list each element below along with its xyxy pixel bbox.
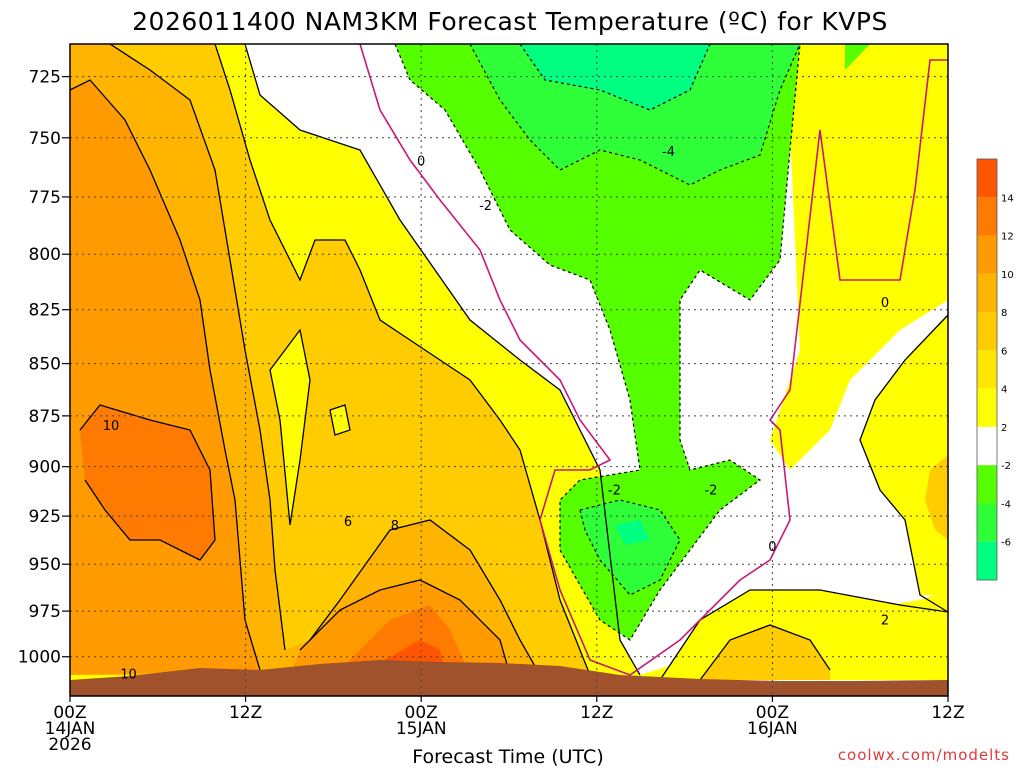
colorbar-label: -2 <box>1001 461 1011 472</box>
colorbar-swatch <box>977 197 997 236</box>
contour-line-10 <box>79 404 216 561</box>
colorbar-swatch <box>977 541 997 580</box>
field-yellow-inner-2 <box>330 405 350 435</box>
y-tick-label: 1000 <box>18 648 61 668</box>
colorbar-label: -6 <box>1001 538 1011 549</box>
freezing-line-main <box>359 43 948 676</box>
colorbar-label: 6 <box>1001 346 1007 357</box>
x-axis-label: Forecast Time (UTC) <box>412 746 603 768</box>
y-tick-label: 775 <box>29 188 61 208</box>
field-green-m6 <box>520 44 710 110</box>
x-tick-label: 15JAN <box>396 719 447 739</box>
colorbar-frame <box>976 158 998 581</box>
colorbar-label: 12 <box>1001 232 1014 243</box>
colorbar-swatch <box>977 350 997 389</box>
y-tick-label: 850 <box>29 355 61 375</box>
y-tick-label: 975 <box>29 602 61 622</box>
colorbar-swatch <box>977 235 997 274</box>
contour-lines <box>69 43 949 681</box>
y-tick-label: 900 <box>29 458 61 478</box>
contour-labels: 10 10 6 8 0 -2 -4 -2 -2 0 0 2 <box>103 145 890 683</box>
x-tick-label: 14JAN <box>45 719 96 739</box>
contour-line-4-low <box>699 624 831 681</box>
contour-lines-negative <box>394 43 801 641</box>
contour-label: 10 <box>103 419 120 434</box>
contour-label: 0 <box>417 155 425 170</box>
colorbar-swatch <box>977 503 997 542</box>
colorbar-swatch <box>977 273 997 313</box>
colorbar-label: 8 <box>1001 308 1007 319</box>
contour-line-2 <box>244 43 641 676</box>
colorbar-swatch <box>977 312 997 351</box>
contour-line-m2 <box>394 43 801 641</box>
colorbar-swatch <box>977 159 997 198</box>
y-tick-label: 825 <box>29 301 61 321</box>
field-gold-right-blob <box>925 455 948 540</box>
contour-label: 2 <box>881 613 889 628</box>
contour-line-2-right <box>859 314 949 613</box>
contour-line-4 <box>214 43 591 676</box>
contour-line-6b <box>309 519 541 676</box>
x-tick-label: 00Z <box>756 703 789 723</box>
field-green-m4-low <box>580 500 680 595</box>
colorbar: 14 12 10 8 6 4 2 -2 -4 -6 <box>976 158 1014 581</box>
gridlines <box>70 44 948 696</box>
contour-label: -2 <box>704 484 717 499</box>
colorbar-label: 4 <box>1001 385 1007 396</box>
x-tick-label: 00Z <box>53 703 86 723</box>
x-tick-label: 12Z <box>229 703 262 723</box>
contour-label: 6 <box>344 515 352 530</box>
x-tick-label: 12Z <box>580 703 613 723</box>
temperature-field <box>70 44 948 680</box>
contour-label: 0 <box>768 540 776 555</box>
y-tick-label: 950 <box>29 555 61 575</box>
colorbar-label: 10 <box>1001 270 1014 281</box>
field-green-m2-right <box>845 44 870 70</box>
contour-label: 0 <box>881 296 889 311</box>
y-axis: 725 750 775 800 825 850 875 900 925 950 975 1000 <box>18 68 70 668</box>
colorbar-swatch <box>977 465 997 504</box>
field-yellow-inner-1 <box>270 330 310 525</box>
colorbar-label: 2 <box>1001 423 1007 434</box>
terrain <box>70 660 948 696</box>
field-yellow-right <box>860 315 948 595</box>
contour-line-8 <box>69 79 261 671</box>
y-tick-label: 925 <box>29 507 61 527</box>
contour-label: -4 <box>662 145 675 160</box>
field-green-m6-low <box>615 520 650 545</box>
y-tick-label: 800 <box>29 245 61 265</box>
y-tick-label: 875 <box>29 407 61 427</box>
y-tick-label: 750 <box>29 129 61 149</box>
contour-lines-freezing <box>359 43 948 676</box>
contour-line-6 <box>109 43 286 651</box>
colorbar-label: -4 <box>1001 499 1011 510</box>
contour-line-m6 <box>519 43 711 111</box>
chart-title: 2026011400 NAM3KM Forecast Temperature (… <box>132 7 888 36</box>
x-tick-label: 12Z <box>931 703 964 723</box>
contour-label: -2 <box>608 484 621 499</box>
contour-label: 10 <box>120 668 137 683</box>
field-orange-dark <box>80 405 215 560</box>
field-green-m2 <box>395 44 800 640</box>
contour-label: -2 <box>479 199 492 214</box>
contour-label: 8 <box>391 519 399 534</box>
contour-line-2-low <box>659 589 949 681</box>
plot-frame <box>69 43 949 697</box>
contour-line-m4 <box>469 43 801 186</box>
contour-line-4b <box>269 328 311 526</box>
x-tick-label: 16JAN <box>747 719 798 739</box>
contour-line-m4-low <box>579 499 681 596</box>
contour-line-8b <box>299 579 511 676</box>
x-tick-label: 00Z <box>405 703 438 723</box>
field-gold-lower-right <box>700 625 830 680</box>
credit-text: coolwx.com/modelts <box>838 746 1010 764</box>
colorbar-swatch <box>977 388 997 427</box>
contour-line-4c <box>329 404 351 436</box>
x-tick-label: 2026 <box>48 735 91 755</box>
colorbar-swatch <box>977 426 997 466</box>
colorbar-label: 14 <box>1001 193 1014 204</box>
y-tick-label: 725 <box>29 68 61 88</box>
